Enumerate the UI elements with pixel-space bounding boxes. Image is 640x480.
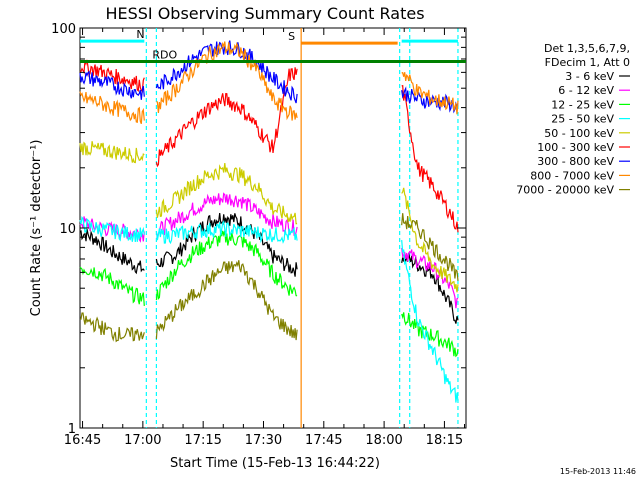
plot-area: N S RDO 16:45 17:00 17:15 17:30 17:45 18:00 18:1… <box>51 22 466 448</box>
x-tick-label: 16:45 <box>64 433 101 448</box>
series-line <box>80 213 466 324</box>
legend-entry-label: 300 - 800 keV <box>537 155 614 168</box>
legend-entry-label: 3 - 6 keV <box>565 70 614 83</box>
y-tick-label: 10 <box>59 222 76 237</box>
x-tick-label: 17:45 <box>305 433 342 448</box>
legend-entry-label: 7000 - 20000 keV <box>516 184 614 197</box>
x-tick-label: 18:15 <box>426 433 463 448</box>
flag-label: N <box>136 28 144 41</box>
y-tick-label: 1 <box>68 422 76 437</box>
legend-entry-label: 6 - 12 keV <box>558 84 614 97</box>
footer-date: 15-Feb-2013 11:46 <box>560 467 636 476</box>
legend-entry-label: 50 - 100 keV <box>544 127 614 140</box>
legend-header-line-1: Det 1,3,5,6,7,9, <box>544 42 630 55</box>
legend-entry-label: 12 - 25 keV <box>551 98 614 111</box>
plot-frame <box>79 27 467 429</box>
flag-label: S <box>288 30 295 43</box>
y-axis-label: Count Rate (s⁻¹ detector⁻¹) <box>29 140 44 317</box>
x-tick-label: 17:15 <box>184 433 221 448</box>
legend-header-line-2: FDecim 1, Att 0 <box>545 56 630 69</box>
x-axis-label: Start Time (15-Feb-13 16:44:22) <box>170 456 380 471</box>
x-tick-label: 18:00 <box>365 433 402 448</box>
legend: Det 1,3,5,6,7,9, FDecim 1, Att 0 3 - 6 k… <box>516 42 630 197</box>
x-tick-label: 17:00 <box>124 433 161 448</box>
series-line <box>80 231 466 359</box>
flag-label: RDO <box>152 48 177 61</box>
legend-entry-label: 800 - 7000 keV <box>530 169 614 182</box>
legend-entry-label: 25 - 50 keV <box>551 113 614 126</box>
y-tick-label: 100 <box>51 22 76 37</box>
legend-entry-label: 100 - 300 keV <box>537 141 614 154</box>
x-tick-label: 17:30 <box>245 433 282 448</box>
chart-title: HESSI Observing Summary Count Rates <box>105 4 424 23</box>
